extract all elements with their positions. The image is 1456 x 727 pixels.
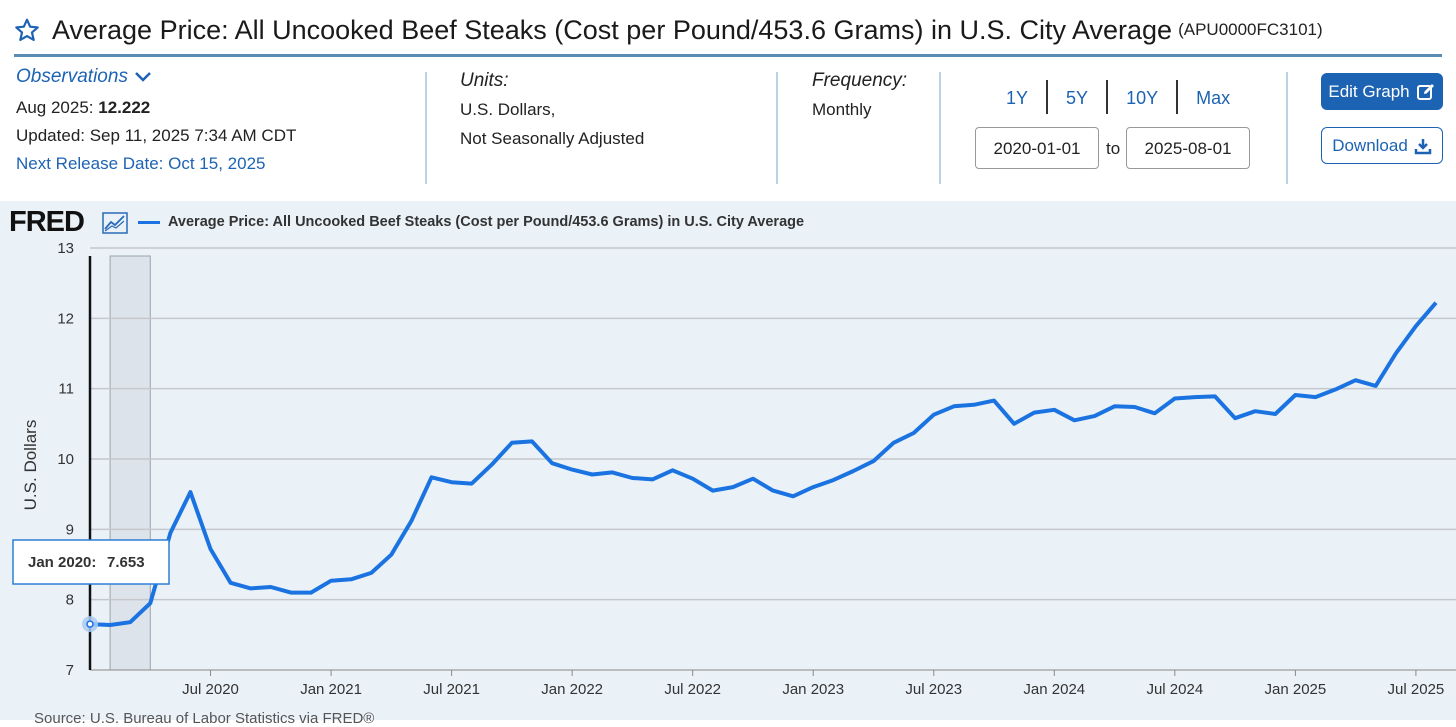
tooltip-value: 7.653 [107,554,145,571]
units-panel: Units: U.S. Dollars, Not Seasonally Adju… [460,70,644,149]
x-tick-label: Jan 2021 [300,681,362,698]
observations-link[interactable]: Observations [16,66,296,88]
x-tick-label: Jul 2022 [664,681,721,698]
download-icon [1414,138,1432,154]
frequency-value: Monthly [812,100,872,119]
edit-graph-button[interactable]: Edit Graph [1321,73,1443,110]
series-id: (APU0000FC3101) [1178,20,1323,39]
chart-line-icon [102,212,128,234]
y-tick-label: 12 [57,310,74,327]
x-tick-label: Jul 2023 [905,681,962,698]
source-text: Source: U.S. Bureau of Labor Statistics … [34,710,375,727]
title-row: Average Price: All Uncooked Beef Steaks … [14,8,1442,52]
column-divider [939,72,941,184]
observations-panel: Observations Aug 2025: 12.222 Updated: S… [16,66,296,174]
chevron-down-icon [135,72,151,82]
latest-date: Aug 2025: [16,98,94,117]
latest-value: 12.222 [98,98,151,117]
y-tick-label: 7 [66,662,74,679]
x-tick-label: Jan 2025 [1265,681,1327,698]
chart-panel [0,201,1456,720]
tooltip-box [12,539,170,585]
fred-logo: FRED [9,206,85,238]
range-10y-button[interactable]: 10Y [1108,80,1179,114]
updated-text: Updated: Sep 11, 2025 7:34 AM CDT [16,126,297,145]
edit-graph-label: Edit Graph [1328,81,1410,101]
x-tick-label: Jan 2022 [541,681,603,698]
latest-observation: Aug 2025: 12.222 [16,98,296,118]
start-date-input[interactable]: 2020-01-01 [975,127,1099,169]
x-tick-label: Jan 2024 [1023,681,1085,698]
y-tick-label: 13 [57,240,74,257]
y-tick-label: 9 [66,521,74,538]
to-label: to [1106,139,1121,158]
download-button[interactable]: Download [1321,127,1443,164]
next-release-link[interactable]: Next Release Date: Oct 15, 2025 [16,154,266,173]
legend-label: Average Price: All Uncooked Beef Steaks … [168,214,805,230]
units-label: Units: [460,70,509,91]
recession-shading [109,255,151,671]
chart-legend: Average Price: All Uncooked Beef Steaks … [138,214,804,230]
chart-plot-area[interactable]: 7 8 9 10 11 12 13 Jul 2020 Jan 2021 Jul 2021 Jan 2… [0,230,1456,720]
x-tick-label: Jan 2023 [782,681,844,698]
x-tick-label: Jul 2020 [182,681,239,698]
range-5y-button[interactable]: 5Y [1048,80,1109,114]
observations-label: Observations [16,66,128,87]
star-icon[interactable] [14,17,40,43]
legend-swatch [138,220,160,224]
title-divider [14,54,1442,57]
x-tick-label: Jul 2025 [1388,681,1445,698]
frequency-label: Frequency: [812,70,908,91]
y-tick-label: 11 [58,381,74,398]
column-divider [1286,72,1288,184]
x-tick-label: Jul 2021 [423,681,480,698]
range-buttons: 1Y 5Y 10Y Max [988,80,1248,114]
y-tick-label: 10 [57,451,74,468]
y-axis-label: U.S. Dollars [21,420,40,511]
column-divider [425,72,427,184]
highlight-point [86,620,94,628]
column-divider [776,72,778,184]
y-tick-label: 8 [66,592,74,609]
units-line2: Not Seasonally Adjusted [460,129,645,148]
page-title: Average Price: All Uncooked Beef Steaks … [52,14,1173,45]
range-1y-button[interactable]: 1Y [988,80,1049,114]
x-tick-label: Jul 2024 [1146,681,1203,698]
series-line [89,301,1438,627]
frequency-panel: Frequency: Monthly [812,70,907,120]
range-max-button[interactable]: Max [1196,88,1231,108]
units-line1: U.S. Dollars, [460,100,556,119]
tooltip-label: Jan 2020: [28,554,96,571]
edit-icon [1416,83,1434,100]
end-date-input[interactable]: 2025-08-01 [1126,127,1250,169]
download-label: Download [1332,135,1408,155]
